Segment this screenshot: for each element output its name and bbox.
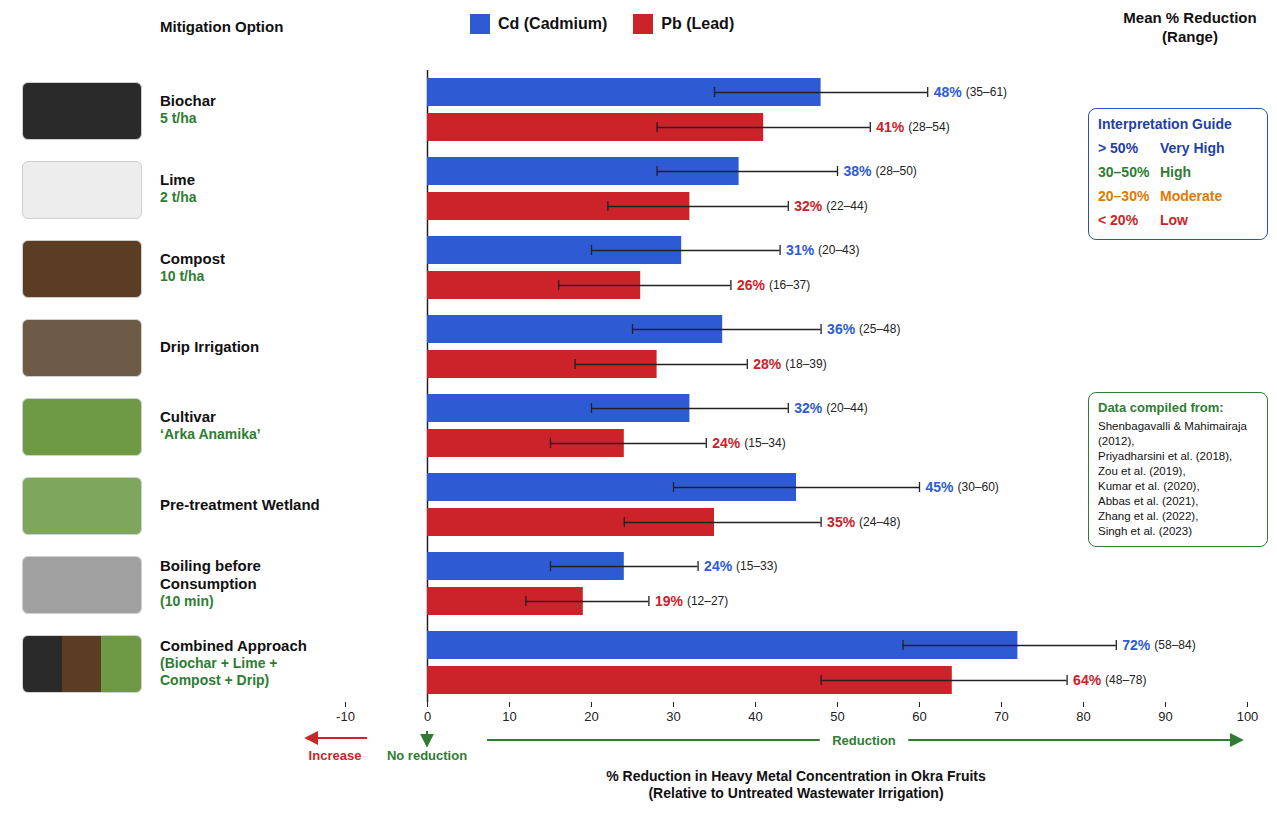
svg-text:32%: 32% xyxy=(794,400,823,416)
html-text:Compost: Compost xyxy=(160,250,225,267)
html-text:High: High xyxy=(1160,164,1192,180)
html-text:Low: Low xyxy=(1160,212,1188,228)
svg-text:19%: 19% xyxy=(655,593,684,609)
html-text:Zou et al. (2019),: Zou et al. (2019), xyxy=(1098,465,1186,477)
svg-text:32%: 32% xyxy=(794,198,823,214)
svg-text:(58–84): (58–84) xyxy=(1154,638,1195,652)
html-text:Drip Irrigation: Drip Irrigation xyxy=(160,337,260,355)
html-text:% Reduction in Heavy Metal Con: % Reduction in Heavy Metal Concentration… xyxy=(606,768,986,784)
svg-text:72%: 72% xyxy=(1122,637,1151,653)
html-text:Pre-treatment Wetland: Pre-treatment Wetland xyxy=(160,495,320,513)
svg-text:40: 40 xyxy=(748,709,762,724)
html-text:Biochar: Biochar xyxy=(160,92,216,109)
svg-text:(12–27): (12–27) xyxy=(687,594,728,608)
svg-text:Increase: Increase xyxy=(309,748,362,763)
svg-text:50: 50 xyxy=(830,709,844,724)
svg-text:(28–54): (28–54) xyxy=(908,120,949,134)
svg-text:45%: 45% xyxy=(926,479,955,495)
svg-text:Reduction: Reduction xyxy=(832,733,896,748)
html-text:‘Arka Anamika’: ‘Arka Anamika’ xyxy=(160,426,261,442)
html-text:Kumar et al. (2020),: Kumar et al. (2020), xyxy=(1098,480,1200,492)
html-text:(Relative to Untreated Wastewa: (Relative to Untreated Wastewater Irriga… xyxy=(648,785,944,801)
html-text:(10 min): (10 min) xyxy=(160,593,214,609)
svg-text:(28–50): (28–50) xyxy=(876,164,917,178)
svg-text:100: 100 xyxy=(1237,709,1259,724)
svg-text:(20–43): (20–43) xyxy=(818,243,859,257)
html-text:Cultivar: Cultivar xyxy=(160,408,216,425)
html-text:> 50%: > 50% xyxy=(1098,140,1139,156)
html-text:Mean % Reduction (Range): Mean % Reduction (Range) xyxy=(1123,9,1257,45)
svg-text:30: 30 xyxy=(666,709,680,724)
html-text:Data compiled from:: Data compiled from: xyxy=(1098,400,1224,415)
svg-text:(35–61): (35–61) xyxy=(966,85,1007,99)
html-text:Zhang et al. (2022),: Zhang et al. (2022), xyxy=(1098,510,1199,522)
svg-text:35%: 35% xyxy=(827,514,856,530)
svg-text:31%: 31% xyxy=(786,242,815,258)
html-text:Combined Approach: Combined Approach xyxy=(160,636,307,654)
svg-text:60: 60 xyxy=(912,709,926,724)
svg-text:(18–39): (18–39) xyxy=(785,357,826,371)
svg-text:26%: 26% xyxy=(737,277,766,293)
svg-text:(16–37): (16–37) xyxy=(769,278,810,292)
svg-text:80: 80 xyxy=(1076,709,1090,724)
svg-text:(25–48): (25–48) xyxy=(859,322,900,336)
html-text:(Biochar + Lime + Compost + Dr: (Biochar + Lime + Compost + Drip) xyxy=(160,654,278,688)
svg-text:90: 90 xyxy=(1158,709,1172,724)
html-text:Boiling before Consumption: Boiling before Consumption xyxy=(160,557,261,592)
html-text:Abbas et al. (2021),: Abbas et al. (2021), xyxy=(1098,495,1199,507)
html-text:Cd (Cadmium): Cd (Cadmium) xyxy=(498,15,608,32)
html-text:Singh et al. (2023): Singh et al. (2023) xyxy=(1098,525,1192,537)
html-text:Interpretation Guide: Interpretation Guide xyxy=(1098,116,1232,132)
html-text:10 t/ha: 10 t/ha xyxy=(160,268,205,284)
svg-text:36%: 36% xyxy=(827,321,856,337)
svg-text:(15–33): (15–33) xyxy=(736,559,777,573)
svg-text:(24–48): (24–48) xyxy=(859,515,900,529)
svg-text:64%: 64% xyxy=(1073,672,1102,688)
html-text:2 t/ha: 2 t/ha xyxy=(160,189,197,205)
html-text:Shenbagavalli & Mahimairaja (2: Shenbagavalli & Mahimairaja (2012), xyxy=(1098,420,1247,447)
html-text:< 20%: < 20% xyxy=(1098,212,1139,228)
svg-text:38%: 38% xyxy=(844,163,873,179)
html-text:30–50%: 30–50% xyxy=(1098,164,1150,180)
svg-text:0: 0 xyxy=(424,709,431,724)
html-text:Priyadharsini et al. (2018),: Priyadharsini et al. (2018), xyxy=(1098,450,1233,462)
svg-text:-10: -10 xyxy=(336,709,355,724)
html-text:Moderate: Moderate xyxy=(1160,188,1223,204)
svg-text:48%: 48% xyxy=(934,84,963,100)
svg-text:20: 20 xyxy=(584,709,598,724)
html-text:Very High: Very High xyxy=(1160,140,1225,156)
svg-text:41%: 41% xyxy=(876,119,905,135)
html-text:Pb (Lead): Pb (Lead) xyxy=(661,15,735,32)
svg-text:28%: 28% xyxy=(753,356,782,372)
svg-text:24%: 24% xyxy=(712,435,741,451)
svg-text:(20–44): (20–44) xyxy=(826,401,867,415)
svg-text:70: 70 xyxy=(994,709,1008,724)
svg-text:(48–78): (48–78) xyxy=(1105,673,1146,687)
html-text:Lime: Lime xyxy=(160,171,195,188)
svg-text:24%: 24% xyxy=(704,558,733,574)
svg-text:No reduction: No reduction xyxy=(387,748,467,763)
html-text:20–30%: 20–30% xyxy=(1098,188,1150,204)
html-text:5 t/ha: 5 t/ha xyxy=(160,110,197,126)
svg-text:(22–44): (22–44) xyxy=(826,199,867,213)
html-text:Mitigation Option: Mitigation Option xyxy=(160,18,284,35)
svg-text:10: 10 xyxy=(502,709,516,724)
svg-text:(30–60): (30–60) xyxy=(958,480,999,494)
svg-text:(15–34): (15–34) xyxy=(744,436,785,450)
